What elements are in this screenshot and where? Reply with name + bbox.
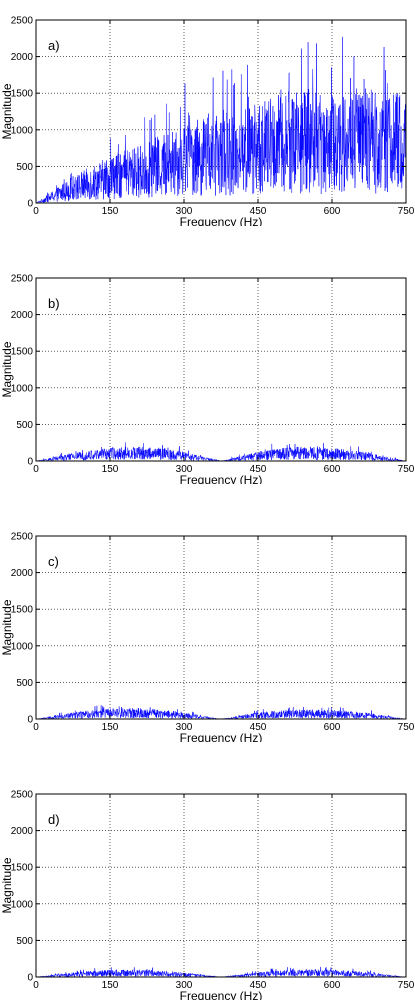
x-tick-label: 450 [250, 464, 267, 475]
y-tick-label: 1000 [11, 899, 34, 910]
y-tick-label: 0 [27, 457, 33, 468]
y-tick-label: 2000 [11, 310, 34, 321]
axes-box [35, 277, 407, 462]
y-axis-label: Magnitude [0, 857, 14, 913]
x-axis-label: Frequency (Hz) [180, 215, 263, 226]
spectrum-panel-3: 0 150 300 450 600 750 0 500 1000 1500 2000 2500 Freq… [0, 532, 415, 743]
y-tick-label: 1000 [11, 383, 34, 394]
axes-box [35, 793, 407, 978]
panel-label: b) [48, 296, 60, 311]
plot-area [36, 536, 406, 719]
x-tick-label: 300 [176, 206, 193, 217]
axes-box [35, 535, 407, 720]
y-tick-label: 2000 [11, 52, 34, 63]
x-tick-label: 600 [324, 980, 341, 991]
y-tick-label: 2500 [11, 790, 34, 801]
x-tick-label: 600 [324, 464, 341, 475]
x-tick-label: 0 [33, 722, 39, 733]
x-tick-label: 750 [398, 980, 415, 991]
x-tick-label: 600 [324, 722, 341, 733]
spectrum-panel-2: 0 150 300 450 600 750 0 500 1000 1500 2000 2500 Freq… [0, 274, 415, 485]
x-tick-label: 300 [176, 980, 193, 991]
y-axis-label: Magnitude [0, 341, 14, 397]
y-tick-label: 0 [27, 973, 33, 984]
x-tick-label: 150 [102, 722, 119, 733]
spectrum-panel-1: 0 150 300 450 600 750 0 500 1000 1500 2000 2500 Freq… [0, 16, 415, 227]
plot-area [36, 794, 406, 977]
x-tick-label: 0 [33, 980, 39, 991]
y-tick-label: 500 [16, 420, 33, 431]
y-tick-label: 1000 [11, 641, 34, 652]
y-axis-label: Magnitude [0, 599, 14, 655]
x-tick-label: 750 [398, 722, 415, 733]
x-tick-label: 750 [398, 206, 415, 217]
plot-area [36, 278, 406, 461]
y-tick-label: 2500 [11, 532, 34, 543]
y-tick-label: 2500 [11, 16, 34, 27]
y-tick-label: 2000 [11, 568, 34, 579]
panel-label: c) [48, 554, 59, 569]
x-tick-label: 450 [250, 980, 267, 991]
x-axis-label: Frequency (Hz) [180, 731, 263, 742]
y-tick-label: 2500 [11, 274, 34, 285]
y-tick-label: 500 [16, 678, 33, 689]
spectrum-series-line [35, 36, 407, 204]
spectrum-panel-4: 0 150 300 450 600 750 0 500 1000 1500 2000 2500 Freq… [0, 790, 415, 1000]
panel-label: a) [48, 38, 60, 53]
x-tick-label: 750 [398, 464, 415, 475]
x-tick-label: 0 [33, 206, 39, 217]
y-tick-label: 1500 [11, 89, 34, 100]
y-tick-label: 0 [27, 715, 33, 726]
y-tick-label: 1500 [11, 863, 34, 874]
x-tick-label: 450 [250, 206, 267, 217]
y-axis-label: Magnitude [0, 83, 14, 139]
x-tick-label: 300 [176, 722, 193, 733]
x-axis-label: Frequency (Hz) [180, 989, 263, 1000]
y-tick-label: 0 [27, 199, 33, 210]
y-tick-label: 1500 [11, 347, 34, 358]
x-tick-label: 300 [176, 464, 193, 475]
axes-box [35, 19, 407, 204]
x-axis-label: Frequency (Hz) [180, 473, 263, 484]
y-tick-label: 1500 [11, 605, 34, 616]
panel-label: d) [48, 812, 60, 827]
y-tick-label: 500 [16, 936, 33, 947]
x-tick-label: 600 [324, 206, 341, 217]
x-tick-label: 150 [102, 464, 119, 475]
x-tick-label: 150 [102, 980, 119, 991]
y-tick-label: 2000 [11, 826, 34, 837]
x-tick-label: 0 [33, 464, 39, 475]
y-tick-label: 500 [16, 162, 33, 173]
x-tick-label: 150 [102, 206, 119, 217]
x-tick-label: 450 [250, 722, 267, 733]
y-tick-label: 1000 [11, 125, 34, 136]
